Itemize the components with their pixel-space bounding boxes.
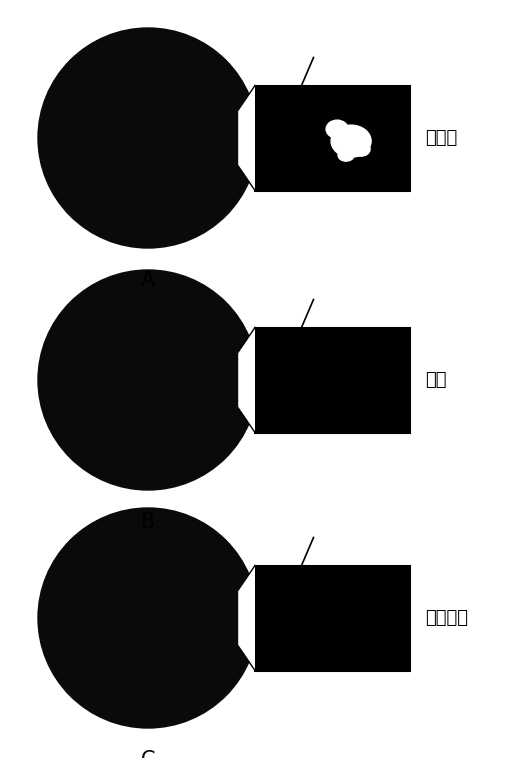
Circle shape <box>38 508 258 728</box>
Polygon shape <box>238 86 255 190</box>
Text: 白光: 白光 <box>425 371 447 389</box>
Bar <box>255 565 410 671</box>
Ellipse shape <box>338 149 354 161</box>
Circle shape <box>38 28 258 248</box>
Bar <box>255 327 410 433</box>
Polygon shape <box>238 565 255 671</box>
Ellipse shape <box>352 143 370 156</box>
Polygon shape <box>238 327 255 433</box>
Ellipse shape <box>326 121 348 138</box>
Text: B: B <box>141 512 155 532</box>
Text: A: A <box>141 270 155 290</box>
Text: 生物发光: 生物发光 <box>425 609 468 627</box>
Ellipse shape <box>331 125 371 157</box>
Circle shape <box>38 270 258 490</box>
Text: 可见光: 可见光 <box>425 129 457 147</box>
Bar <box>255 86 410 190</box>
Text: C: C <box>141 750 155 758</box>
